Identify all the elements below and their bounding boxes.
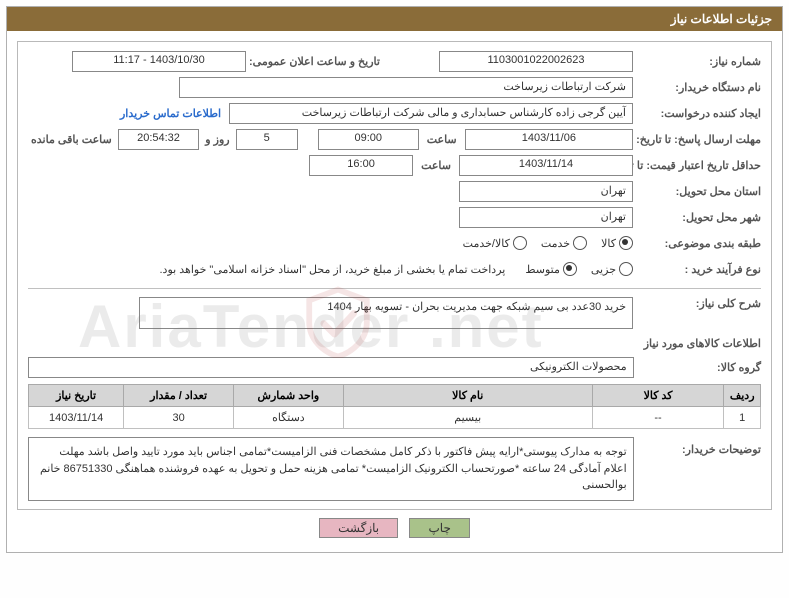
val-price-valid-time: 16:00 (309, 155, 413, 176)
lbl-requestor: ایجاد کننده درخواست: (633, 107, 761, 120)
table-header-row: ردیف کد کالا نام کالا واحد شمارش تعداد /… (29, 385, 761, 407)
th-date: تاریخ نیاز (29, 385, 124, 407)
panel-body: AriaTender .net شماره نیاز: 110300102200… (7, 31, 782, 552)
th-qty: تعداد / مقدار (124, 385, 234, 407)
th-name: نام کالا (343, 385, 592, 407)
lbl-need-summary: شرح کلی نیاز: (633, 297, 761, 310)
separator (28, 288, 761, 289)
lbl-time-1: ساعت (419, 133, 465, 146)
th-unit: واحد شمارش (233, 385, 343, 407)
button-bar: چاپ بازگشت (17, 510, 772, 542)
lbl-days-and: روز و (199, 133, 235, 146)
lbl-delivery-prov: استان محل تحویل: (633, 185, 761, 198)
contact-link[interactable]: اطلاعات تماس خریدار (120, 107, 229, 120)
table-body: 1--بیسیمدستگاه301403/11/14 (29, 407, 761, 429)
val-announce-dt: 1403/10/30 - 11:17 (72, 51, 246, 72)
row-group-goods: گروه کالا: محصولات الکترونیکی (28, 356, 761, 378)
cell-name: بیسیم (343, 407, 592, 429)
lbl-announce-dt: تاریخ و ساعت اعلان عمومی: (246, 55, 409, 68)
lbl-time-2: ساعت (413, 159, 459, 172)
lbl-buyer-remarks: توضیحات خریدار: (634, 437, 761, 456)
section-goods-info: اطلاعات کالاهای مورد نیاز (28, 337, 761, 350)
lbl-ptype-partial: جزیی (591, 263, 616, 276)
val-delivery-prov: تهران (459, 181, 633, 202)
radio-partial[interactable] (619, 262, 633, 276)
back-button[interactable]: بازگشت (319, 518, 398, 538)
lbl-purchase-type: نوع فرآیند خرید : (633, 263, 761, 276)
radio-goods[interactable] (619, 236, 633, 250)
row-need-no: شماره نیاز: 1103001022002623 تاریخ و ساع… (28, 50, 761, 72)
lbl-need-no: شماره نیاز: (633, 55, 761, 68)
print-button[interactable]: چاپ (409, 518, 469, 538)
row-purchase-type: نوع فرآیند خرید : جزیی متوسط پرداخت تمام… (28, 258, 761, 280)
lbl-delivery-city: شهر محل تحویل: (633, 211, 761, 224)
lbl-reply-deadline: مهلت ارسال پاسخ: تا تاریخ: (633, 133, 761, 146)
th-code: کد کالا (592, 385, 724, 407)
cell-date: 1403/11/14 (29, 407, 124, 429)
val-buyer-org: شرکت ارتباطات زیرساخت (179, 77, 633, 98)
lbl-cat-goods: کالا (601, 237, 616, 250)
row-reply-deadline: مهلت ارسال پاسخ: تا تاریخ: 1403/11/06 سا… (28, 128, 761, 150)
row-price-valid: حداقل تاریخ اعتبار قیمت: تا تاریخ: 1403/… (28, 154, 761, 176)
val-reply-time: 09:00 (318, 129, 419, 150)
row-city: شهر محل تحویل: تهران (28, 206, 761, 228)
th-row: ردیف (724, 385, 761, 407)
val-requestor: آیین گرجی زاده کارشناس حسابداری و مالی ش… (229, 103, 633, 124)
table-row: 1--بیسیمدستگاه301403/11/14 (29, 407, 761, 429)
val-delivery-city: تهران (459, 207, 633, 228)
val-buyer-remarks: توجه به مدارک پیوستی*ارایه پیش فاکتور با… (28, 437, 634, 501)
lbl-group-goods: گروه کالا: (634, 361, 761, 374)
lbl-cat-goods-service: کالا/خدمت (463, 237, 510, 250)
goods-table: ردیف کد کالا نام کالا واحد شمارش تعداد /… (28, 384, 761, 429)
lbl-remaining: ساعت باقی مانده (28, 133, 118, 146)
cell-code: -- (592, 407, 724, 429)
val-days-left: 5 (236, 129, 298, 150)
radio-service[interactable] (573, 236, 587, 250)
val-time-left: 20:54:32 (118, 129, 200, 150)
ptype-note: پرداخت تمام یا بخشی از مبلغ خرید، از محل… (160, 263, 512, 276)
val-need-summary: خرید 30عدد بی سیم شبکه جهت مدیریت بحران … (139, 297, 633, 329)
panel: جزئیات اطلاعات نیاز AriaTender .net شمار… (6, 6, 783, 553)
lbl-price-valid: حداقل تاریخ اعتبار قیمت: تا تاریخ: (633, 159, 761, 172)
val-reply-date: 1403/11/06 (465, 129, 633, 150)
row-buyer-remarks: توضیحات خریدار: توجه به مدارک پیوستی*ارا… (28, 437, 761, 501)
lbl-subject-cat: طبقه بندی موضوعی: (633, 237, 761, 250)
cell-qty: 30 (124, 407, 234, 429)
val-group-goods: محصولات الکترونیکی (28, 357, 634, 378)
row-buyer-org: نام دستگاه خریدار: شرکت ارتباطات زیرساخت (28, 76, 761, 98)
cell-unit: دستگاه (233, 407, 343, 429)
val-price-valid-date: 1403/11/14 (459, 155, 633, 176)
row-prov: استان محل تحویل: تهران (28, 180, 761, 202)
radio-medium[interactable] (563, 262, 577, 276)
cell-row: 1 (724, 407, 761, 429)
row-category: طبقه بندی موضوعی: کالا خدمت کالا/خدمت (28, 232, 761, 254)
lbl-cat-service: خدمت (541, 237, 570, 250)
lbl-buyer-org: نام دستگاه خریدار: (633, 81, 761, 94)
details-frame: AriaTender .net شماره نیاز: 110300102200… (17, 41, 772, 510)
lbl-ptype-medium: متوسط (525, 263, 560, 276)
row-need-summary: شرح کلی نیاز: خرید 30عدد بی سیم شبکه جهت… (28, 297, 761, 329)
title-bar: جزئیات اطلاعات نیاز (7, 7, 782, 31)
radio-goods-service[interactable] (513, 236, 527, 250)
row-requestor: ایجاد کننده درخواست: آیین گرجی زاده کارش… (28, 102, 761, 124)
val-need-no: 1103001022002623 (439, 51, 633, 72)
